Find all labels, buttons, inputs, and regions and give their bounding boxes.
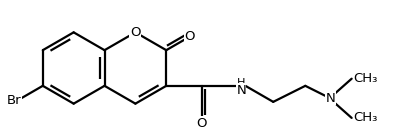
- Text: Br: Br: [6, 94, 21, 107]
- Text: CH₃: CH₃: [353, 72, 378, 85]
- Text: N: N: [326, 92, 335, 105]
- Text: O: O: [197, 117, 207, 130]
- Text: O: O: [184, 30, 195, 43]
- Text: N: N: [236, 84, 246, 97]
- Text: O: O: [130, 26, 140, 39]
- Text: H: H: [237, 78, 246, 88]
- Text: CH₃: CH₃: [353, 111, 378, 124]
